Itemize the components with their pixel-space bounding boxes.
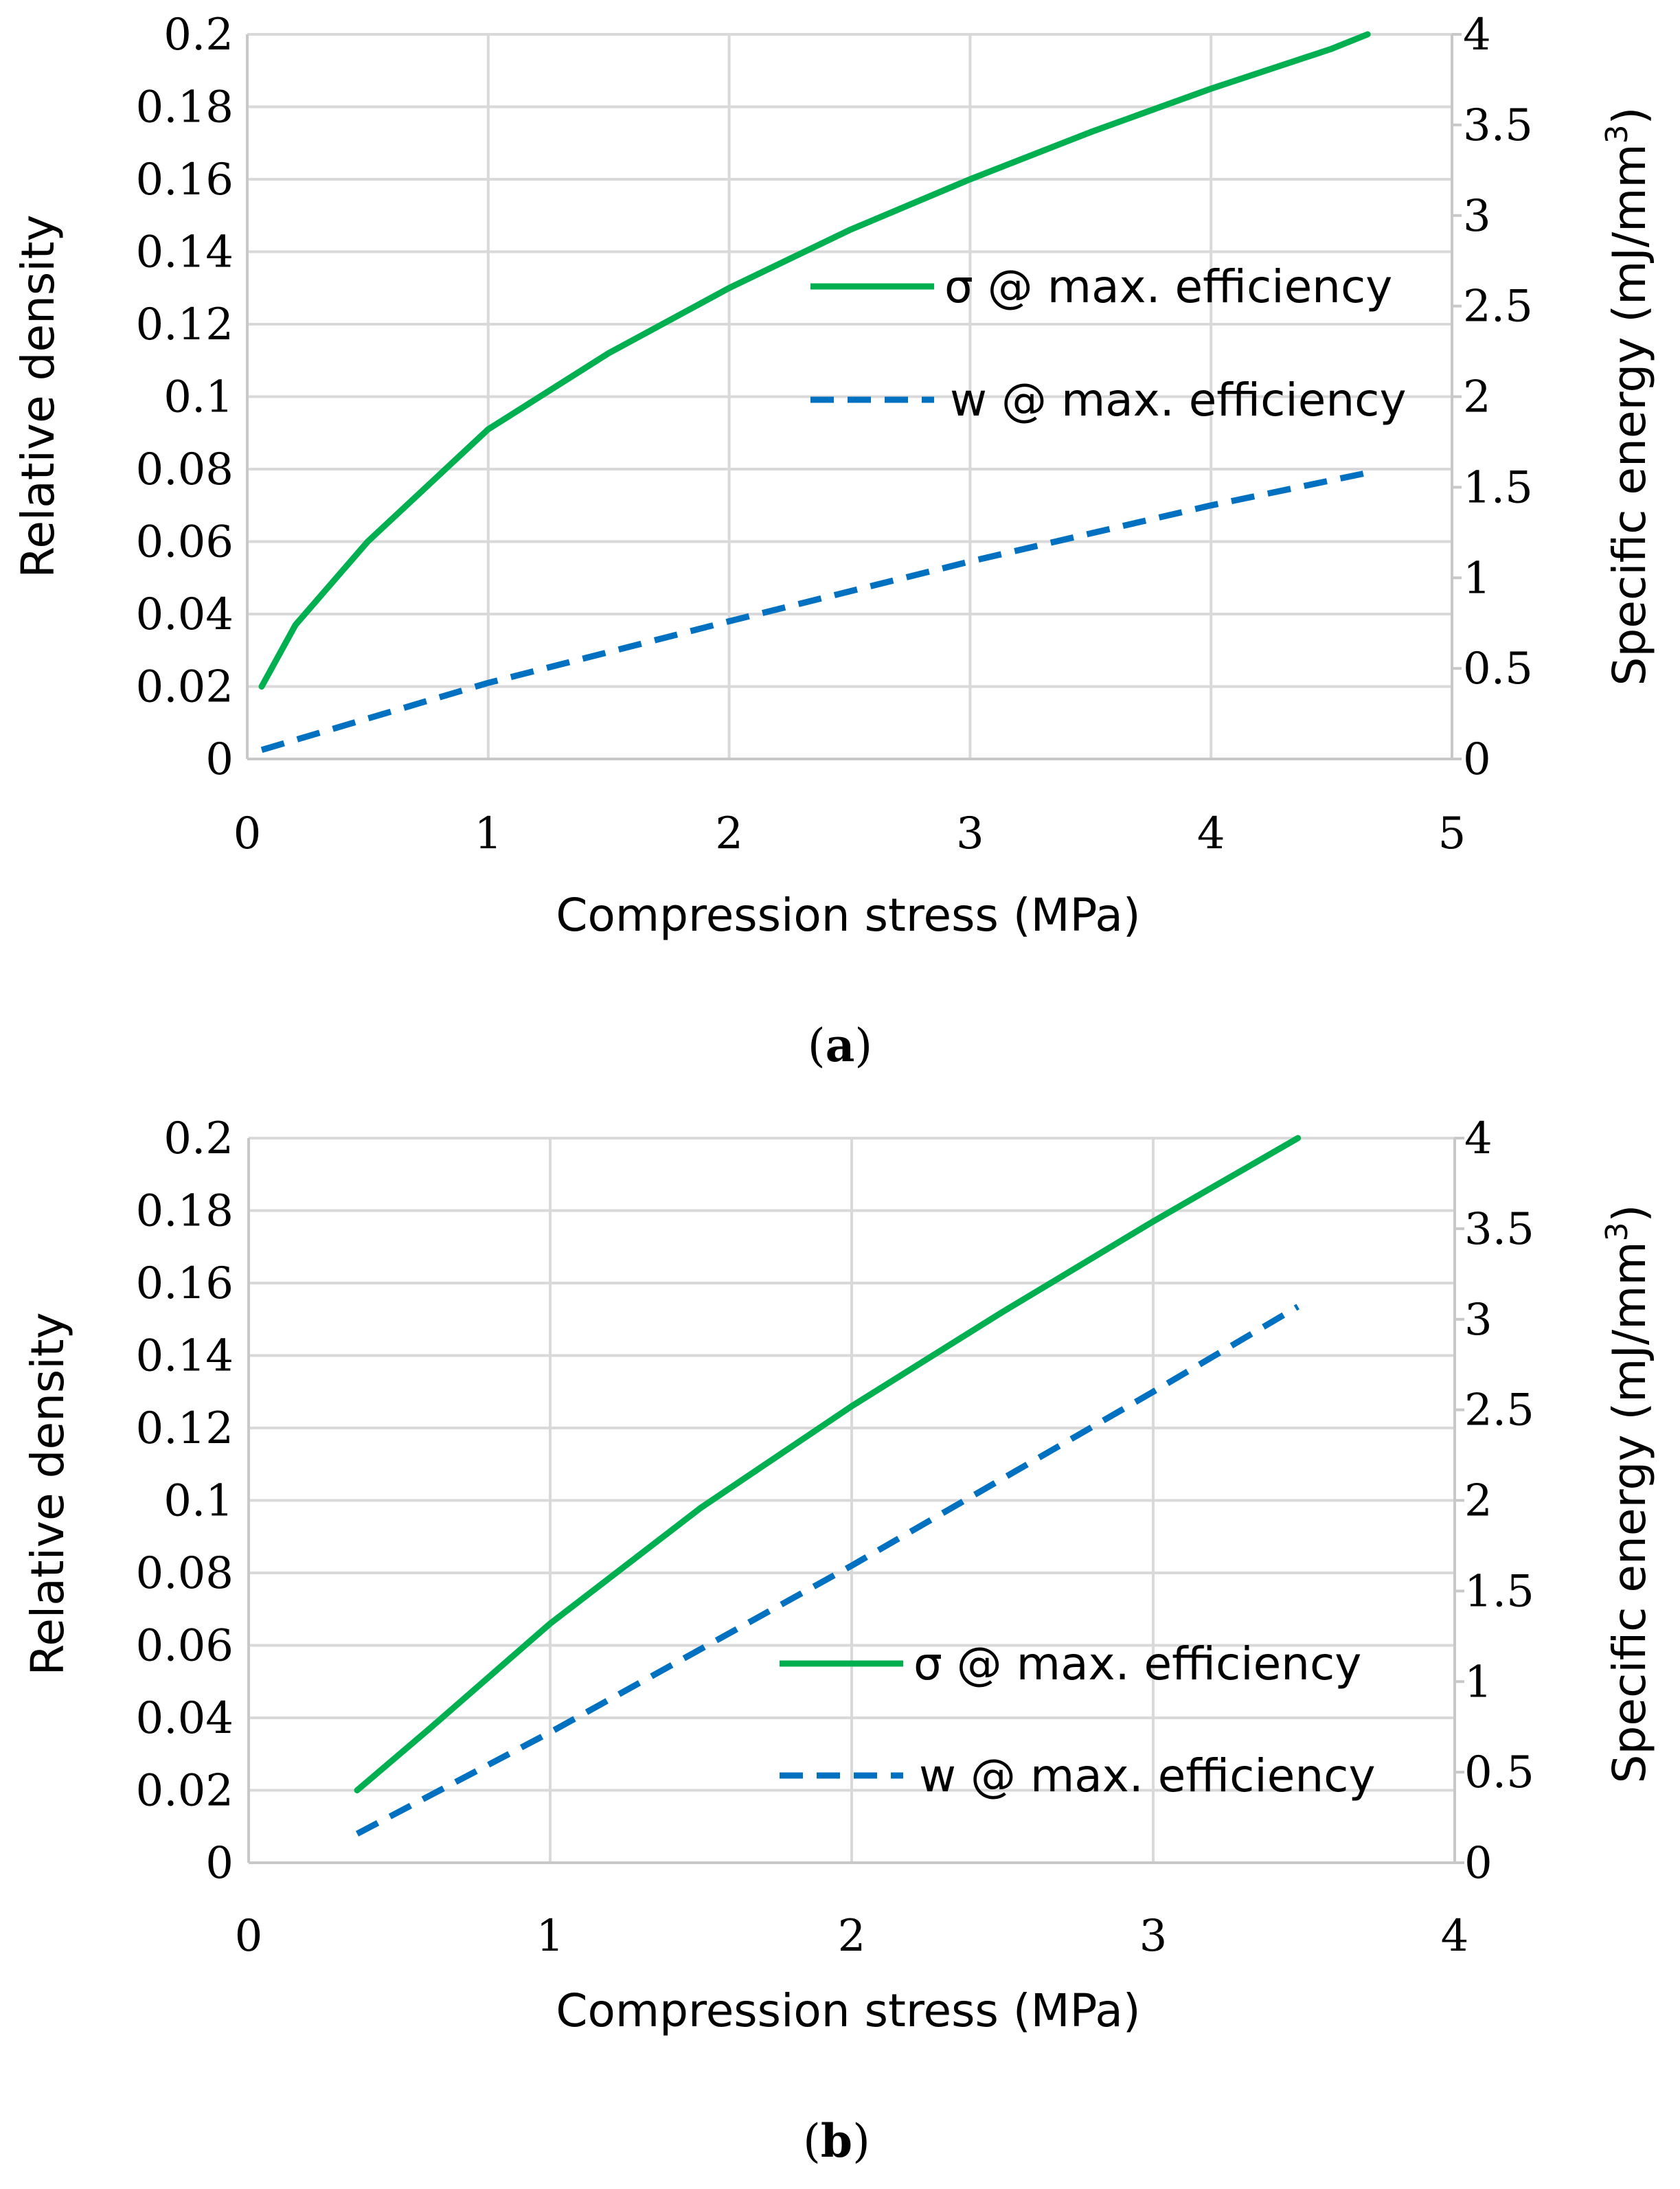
x-tick-label: 1 <box>536 1911 565 1962</box>
y-tick-label: 0.12 <box>136 299 234 350</box>
x-tick-label: 1 <box>474 808 502 859</box>
y-tick-label: 0.04 <box>136 589 234 640</box>
x-tick-label: 2 <box>715 808 743 859</box>
y2-tick-label: 2 <box>1464 1476 1492 1527</box>
x-axis-title: Compression stress (MPa) <box>556 1984 1140 2037</box>
y-tick-label: 0.1 <box>163 1476 234 1527</box>
panel-caption-b: (b) <box>803 2114 870 2168</box>
y-tick-label: 0.16 <box>136 155 234 205</box>
y-tick-label: 0.02 <box>136 662 234 713</box>
y2-tick-label: 0 <box>1463 734 1491 785</box>
y2-axis-title-sup: 3 <box>1600 124 1635 144</box>
x-axis-title: Compression stress (MPa) <box>556 889 1140 942</box>
y2-axis-title: Specific energy (mJ/mm3) <box>1600 107 1656 686</box>
y2-axis-title-end: ) <box>1603 107 1656 125</box>
y2-tick-label: 4 <box>1464 1113 1492 1164</box>
x-tick-label: 3 <box>1139 1911 1168 1962</box>
series-group <box>354 1135 1302 1837</box>
y2-tick-label: 1 <box>1464 1657 1492 1708</box>
legend: σ @ max. efficiency w @ max. efficiency <box>780 1637 1376 1802</box>
y-tick-label: 0.02 <box>136 1766 234 1817</box>
caption-paren-open: ( <box>803 2115 821 2168</box>
y2-axis-title-end: ) <box>1603 1205 1656 1223</box>
x-tick-label: 0 <box>234 808 262 859</box>
legend-label-w: w @ max. efficiency <box>919 1749 1376 1802</box>
y2-tick-label: 0.5 <box>1464 1747 1534 1798</box>
caption-paren-close: ) <box>852 2115 870 2168</box>
y-tick-label: 0.14 <box>136 1331 234 1382</box>
y2-tick-label: 0.5 <box>1463 644 1533 694</box>
y-tick-label: 0 <box>205 734 234 785</box>
y-tick-label: 0.14 <box>136 227 234 278</box>
y-tick-label: 0.1 <box>163 372 234 423</box>
x-tick-label: 2 <box>838 1911 866 1962</box>
x-tick-label: 5 <box>1438 808 1466 859</box>
y2-tick-label: 1.5 <box>1464 1566 1534 1617</box>
y-tick-label: 0.06 <box>136 1621 234 1672</box>
y-tick-label: 0.12 <box>136 1403 234 1454</box>
caption-label: b <box>821 2114 852 2168</box>
y-tick-label: 0.08 <box>136 444 234 495</box>
y2-tick-label: 3.5 <box>1464 1204 1534 1255</box>
series-line-w <box>355 1304 1299 1837</box>
chart-b: 0 0.02 0.04 0.06 0.08 0.1 0.12 0.14 0.16 0.18 0.2 0… <box>21 1113 1656 2168</box>
y2-axis-title-sup: 3 <box>1600 1222 1635 1241</box>
y2-tick-label: 4 <box>1463 10 1491 60</box>
y2-tick-label: 3.5 <box>1463 100 1533 151</box>
caption-paren-close: ) <box>854 1019 872 1072</box>
y2-tick-label: 3 <box>1464 1295 1492 1346</box>
y2-axis-title-main: Specific energy (mJ/mm <box>1603 144 1656 685</box>
y-tick-label: 0.06 <box>136 517 234 568</box>
y2-tick-label: 2.5 <box>1463 282 1533 332</box>
series-line-sigma <box>354 1135 1302 1793</box>
y2-axis-title-main: Specific energy (mJ/mm <box>1603 1241 1656 1783</box>
y2-tick-label: 1.5 <box>1463 462 1533 513</box>
series-group <box>258 31 1371 753</box>
y-tick-label: 0.04 <box>136 1693 234 1744</box>
y-tick-label: 0.16 <box>136 1258 234 1309</box>
x-tick-label: 4 <box>1441 1911 1469 1962</box>
series-line-sigma <box>258 31 1371 690</box>
legend-label-w: w @ max. efficiency <box>950 374 1407 427</box>
y2-tick-label: 2 <box>1463 372 1491 423</box>
x-tick-label: 4 <box>1197 808 1225 859</box>
y-tick-label: 0.2 <box>163 1113 234 1164</box>
y-tick-label: 0.18 <box>136 82 234 133</box>
y-tick-label: 0.18 <box>136 1186 234 1237</box>
plot-area-grid: 0 0.02 0.04 0.06 0.08 0.1 0.12 0.14 0.16 0.18 0.2 0… <box>136 10 1533 859</box>
x-tick-label: 3 <box>956 808 984 859</box>
y-tick-label: 0 <box>205 1838 234 1889</box>
y2-tick-label: 2.5 <box>1464 1385 1534 1436</box>
legend-label-sigma: σ @ max. efficiency <box>913 1637 1361 1690</box>
y-axis-title: Relative density <box>21 1312 74 1675</box>
y-tick-label: 0.2 <box>163 10 234 60</box>
y2-tick-label: 0 <box>1464 1838 1492 1889</box>
panel-caption-a: (a) <box>808 1019 872 1072</box>
y2-tick-label: 3 <box>1463 191 1491 242</box>
legend-label-sigma: σ @ max. efficiency <box>944 260 1392 313</box>
y2-axis-title: Specific energy (mJ/mm3) <box>1600 1205 1656 1784</box>
legend: σ @ max. efficiency w @ max. efficiency <box>810 260 1407 427</box>
plot-area-grid: 0 0.02 0.04 0.06 0.08 0.1 0.12 0.14 0.16 0.18 0.2 0… <box>136 1113 1534 1962</box>
y2-tick-label: 1 <box>1463 553 1491 604</box>
y-axis-title: Relative density <box>12 214 65 578</box>
series-line-w <box>260 469 1369 753</box>
y-tick-label: 0.08 <box>136 1548 234 1599</box>
caption-paren-open: ( <box>808 1019 826 1072</box>
x-tick-label: 0 <box>235 1911 263 1962</box>
chart-a: 0 0.02 0.04 0.06 0.08 0.1 0.12 0.14 0.16 0.18 0.2 0… <box>12 10 1656 1072</box>
caption-label: a <box>826 1019 855 1072</box>
